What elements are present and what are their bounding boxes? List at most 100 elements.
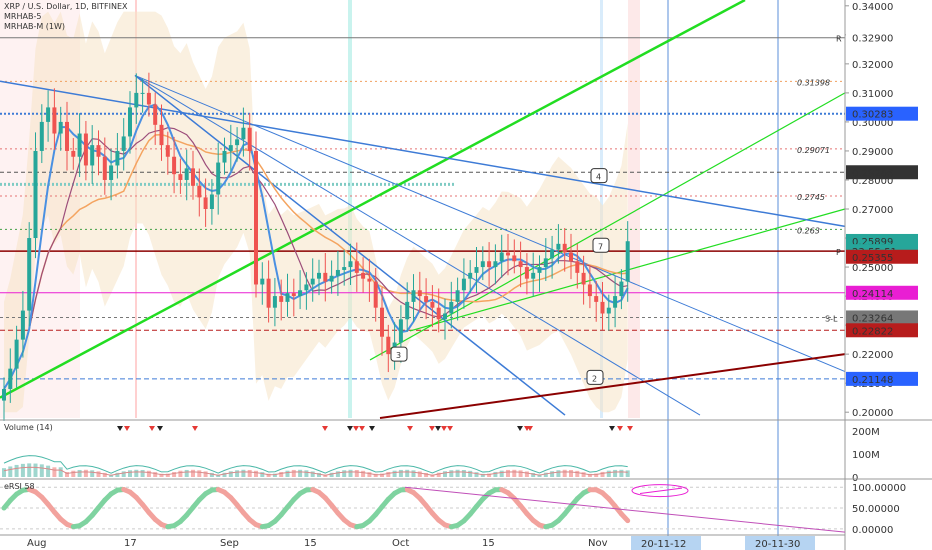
volume-bar-20 (128, 470, 132, 477)
candle-body-66 (417, 290, 422, 297)
candle-body-7 (46, 107, 51, 122)
signal-arrow-8 (359, 426, 365, 431)
volume-tick-1: 100M (852, 450, 880, 461)
volume-bar-40 (254, 470, 258, 477)
volume-title: Volume (14) (4, 423, 53, 432)
candle-body-48 (304, 284, 309, 291)
time-tick-2: Sep (220, 538, 239, 549)
volume-bar-39 (247, 469, 252, 477)
signal-arrow-7 (353, 426, 359, 431)
candle-body-35 (222, 150, 227, 163)
candle-body-51 (323, 272, 328, 282)
time-label-0: 20-11-12 (641, 539, 686, 550)
volume-bar-80 (506, 469, 510, 477)
volume-bar-92 (581, 472, 586, 477)
volume-bar-52 (329, 472, 334, 477)
price-label-bg-1 (846, 106, 918, 121)
volume-bar-5 (33, 463, 38, 477)
candle-body-20 (128, 107, 132, 137)
volume-bar-86 (543, 472, 548, 477)
volume-bar-63 (398, 469, 403, 477)
signal-arrow-12 (435, 426, 441, 431)
candle-body-15 (96, 145, 101, 157)
candle-body-16 (102, 156, 107, 180)
candle-body-92 (581, 272, 586, 285)
candle-body-6 (39, 121, 44, 151)
candle-body-10 (65, 121, 69, 151)
price-label-0: 0.32900 (852, 34, 893, 45)
rsi-highlight-arrow (639, 487, 683, 494)
volume-bar-89 (562, 469, 567, 477)
price-envelope (4, 11, 628, 413)
volume-bar-12 (77, 469, 82, 477)
volume-bar-94 (594, 473, 599, 477)
candle-body-38 (241, 127, 246, 140)
candle-body-88 (556, 243, 561, 250)
volume-bar-21 (134, 469, 139, 477)
volume-bar-76 (480, 473, 485, 477)
candle-body-72 (455, 290, 460, 302)
price-label-9: 0.21148 (852, 375, 893, 386)
volume-bar-13 (83, 469, 88, 477)
volume-bar-77 (487, 473, 492, 477)
blue-trendline-2 (134, 75, 701, 416)
volume-bar-47 (298, 469, 303, 477)
volume-bar-73 (461, 470, 466, 477)
rsi-tick-1: 50.00000 (852, 504, 900, 515)
volume-bar-34 (216, 474, 221, 477)
moving-average-purple (3, 127, 628, 390)
candle-body-97 (613, 296, 618, 308)
candle-body-78 (493, 261, 498, 268)
volume-bar-8 (52, 467, 57, 477)
volume-bar-49 (310, 471, 315, 477)
volume-bar-4 (27, 463, 32, 477)
price-label-3: 0.25899 (852, 237, 893, 248)
highlight-band-right (628, 0, 640, 418)
candle-body-69 (436, 307, 441, 320)
signal-arrow-9 (369, 426, 375, 431)
volume-bar-19 (121, 471, 126, 477)
volume-bar-93 (587, 473, 592, 477)
price-label-bg-6 (846, 285, 918, 300)
volume-bar-66 (417, 471, 422, 477)
rsi-segment-99 (618, 511, 631, 524)
candle-body-9 (58, 121, 63, 134)
candle-body-90 (569, 252, 573, 262)
volume-bar-72 (455, 469, 460, 477)
candle-body-81 (512, 255, 517, 262)
price-tick-9: 0.25000 (852, 263, 893, 274)
volume-bar-44 (279, 471, 284, 477)
candle-body-18 (115, 150, 120, 166)
volume-bar-15 (96, 471, 101, 477)
fib-label-0: 0.31398 (797, 78, 830, 87)
volume-ma-line (3, 455, 628, 474)
volume-bar-60 (380, 473, 384, 477)
candle-body-17 (109, 165, 114, 180)
time-tick-3: 15 (304, 538, 317, 549)
price-label-6: 0.24114 (852, 289, 893, 300)
volume-bar-18 (115, 472, 120, 477)
volume-bar-98 (619, 469, 624, 477)
indicator-label-2: MRHAB-M (1W) (4, 22, 66, 31)
price-tick-6: 0.28000 (852, 176, 893, 187)
green-trendline-main (0, 0, 746, 399)
candle-body-37 (235, 139, 240, 146)
candle-body-87 (550, 249, 555, 259)
volume-bar-35 (222, 472, 227, 477)
volume-bar-45 (285, 470, 290, 477)
price-label-7: 0.23264 (852, 313, 893, 324)
candle-body-43 (272, 296, 277, 308)
volume-bar-41 (260, 472, 265, 477)
candle-body-22 (140, 92, 145, 94)
candle-body-11 (71, 150, 76, 157)
signal-arrow-18 (609, 426, 615, 431)
candle-body-83 (524, 267, 529, 279)
wave-label-1: 7 (598, 242, 603, 251)
signal-arrow-5 (322, 426, 328, 431)
candle-body-40 (254, 150, 258, 285)
volume-tick-0: 200M (852, 427, 880, 438)
candle-body-41 (260, 278, 265, 285)
volume-bar-17 (109, 474, 114, 477)
volume-bar-14 (90, 470, 95, 477)
